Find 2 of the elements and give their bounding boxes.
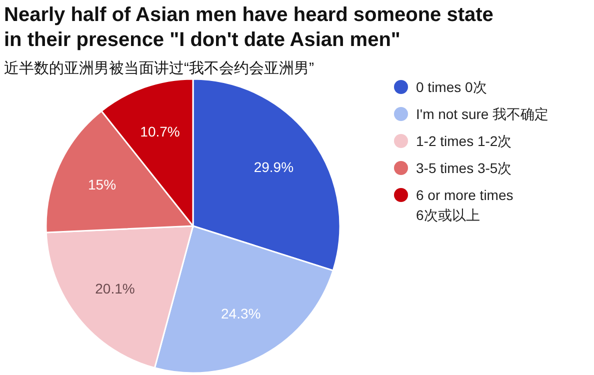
subtitle: 近半数的亚洲男被当面讲过“我不会约会亚洲男” [4,60,314,77]
title: Nearly half of Asian men have heard someone state in their presence "I don't date Asian men" [4,4,494,51]
